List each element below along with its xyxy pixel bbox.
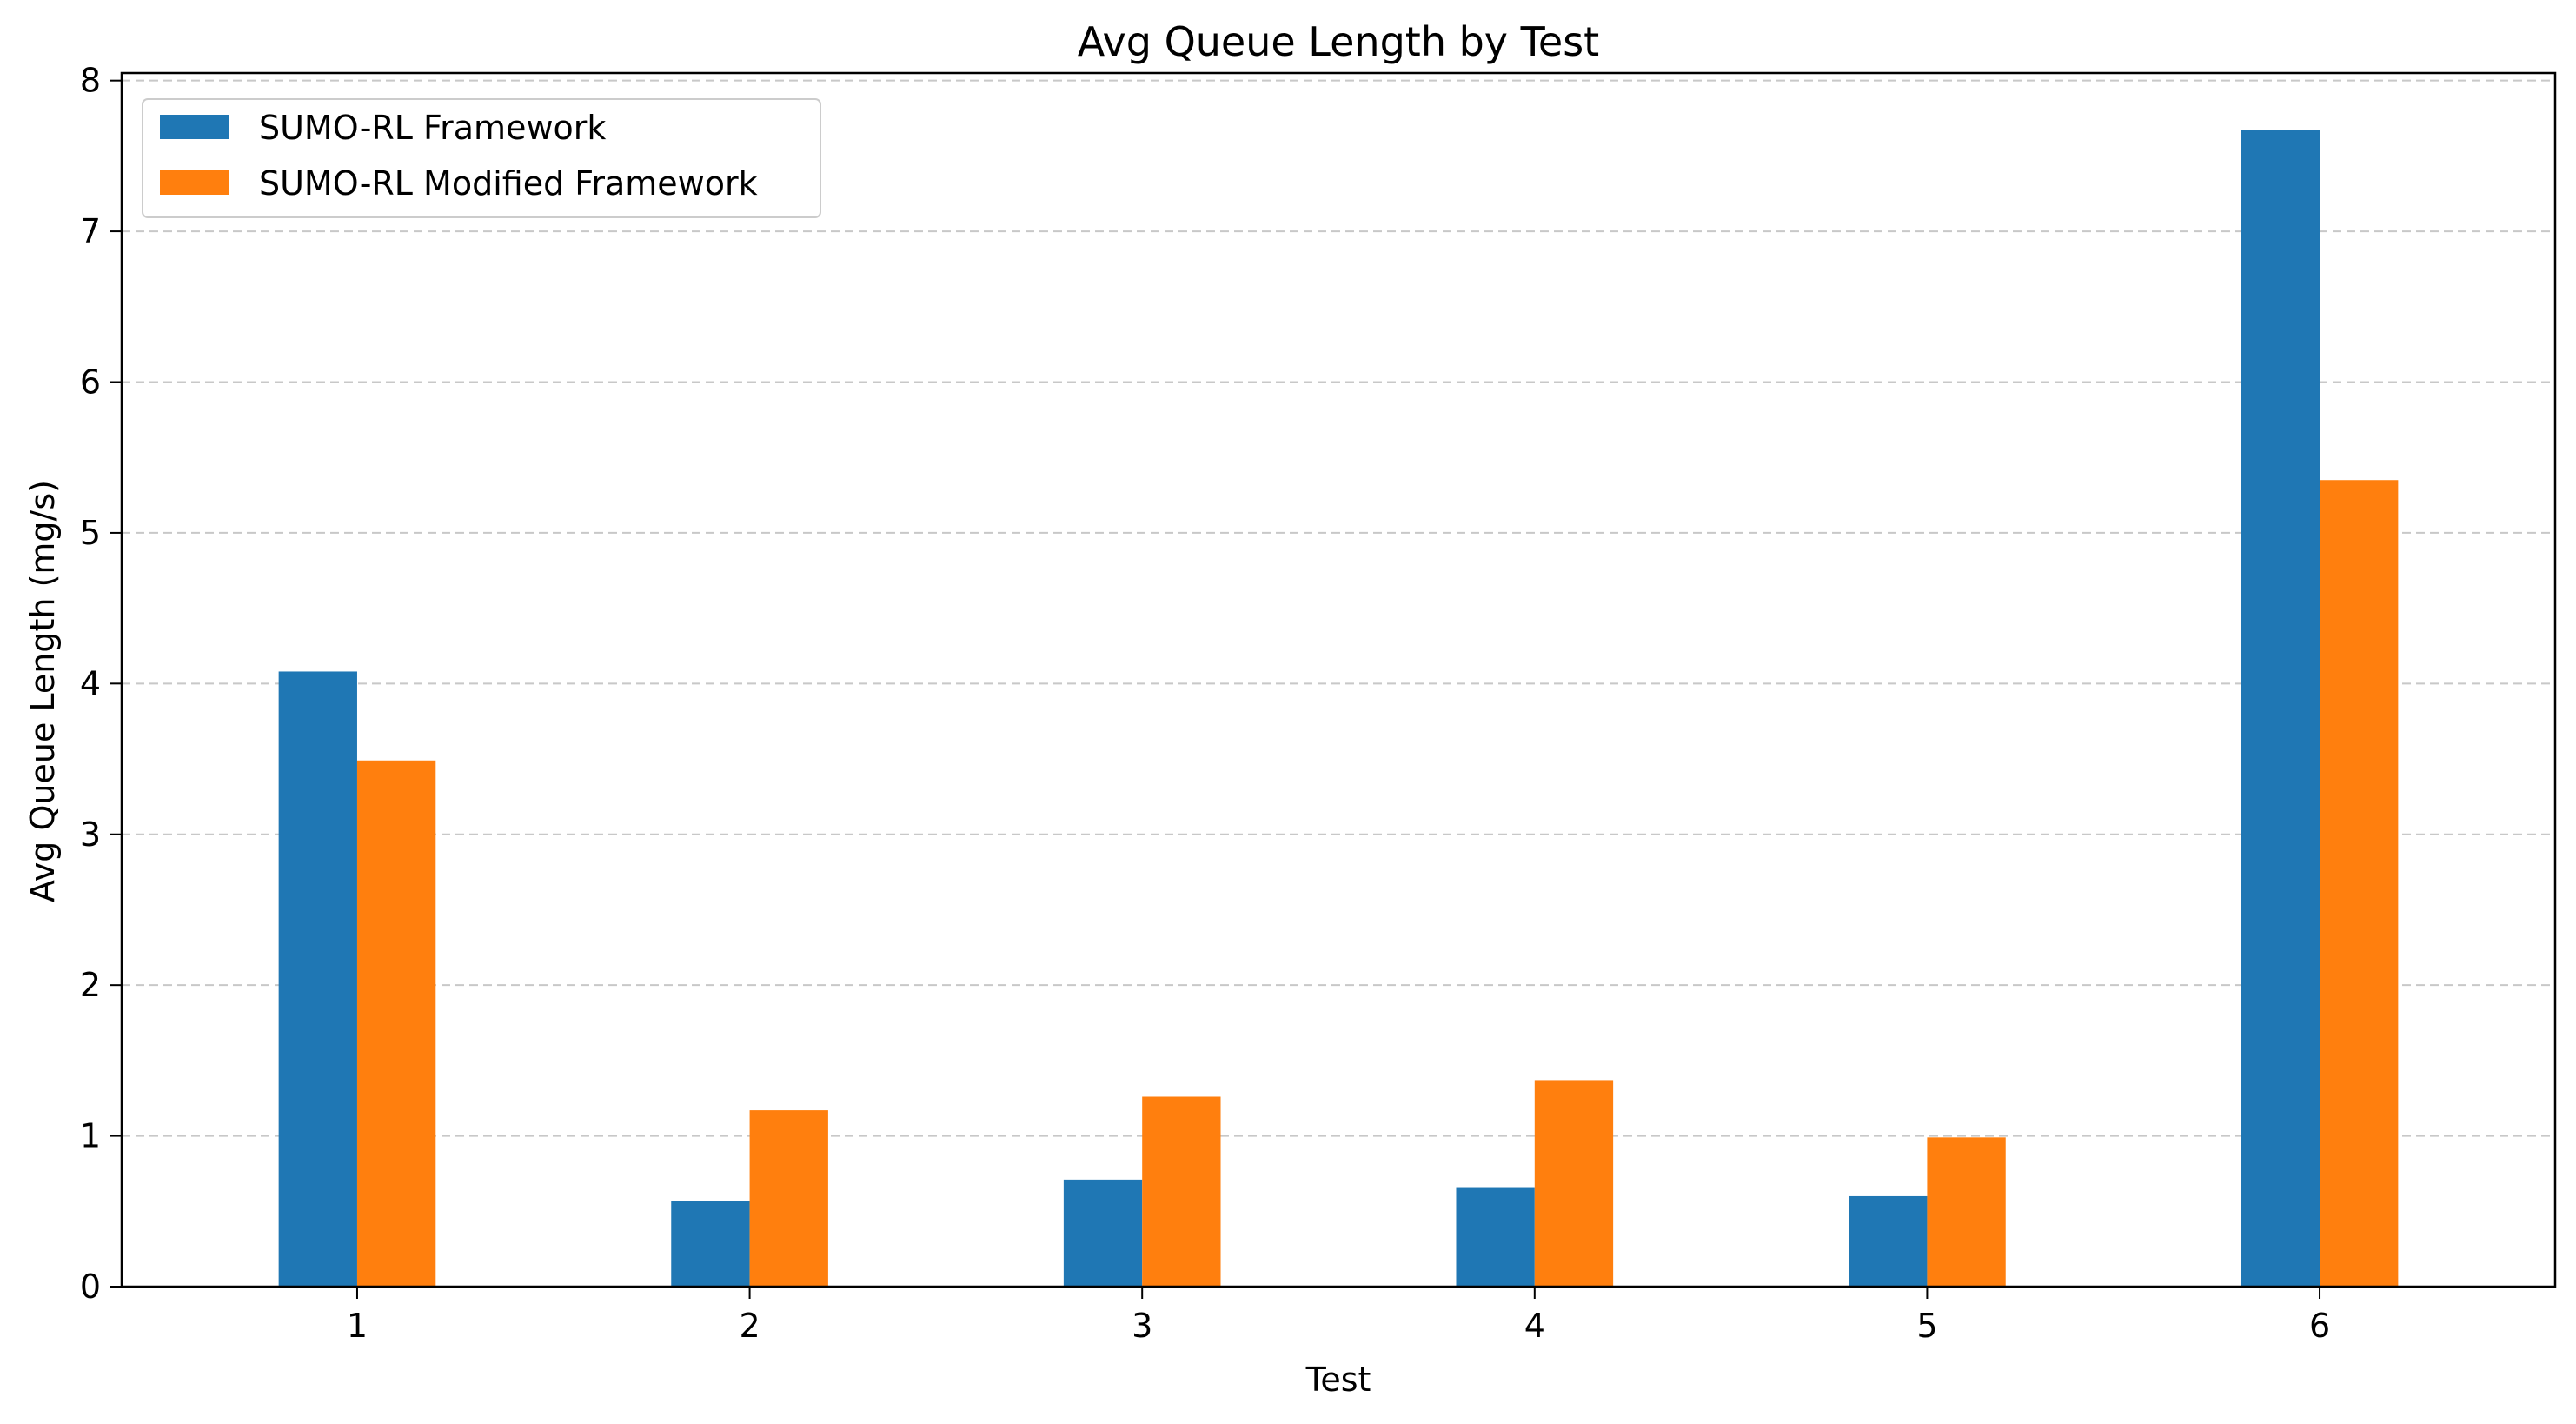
y-tick-label-7: 7 [80,212,101,250]
legend-label-series-2: SUMO-RL Modified Framework [259,164,758,203]
bar-test-4-series-2 [1534,1080,1614,1287]
bar-test-6-series-1 [2241,130,2320,1287]
bar-test-3-series-1 [1063,1179,1143,1287]
y-tick-label-0: 0 [80,1268,101,1306]
bar-test-2-series-1 [671,1201,750,1287]
y-tick-label-1: 1 [80,1117,101,1155]
ticks: 0 1 2 3 4 5 6 7 8 1 2 3 4 5 6 [80,62,2330,1345]
legend-label-series-1: SUMO-RL Framework [259,109,606,147]
y-tick-label-8: 8 [80,62,101,100]
legend-frame [142,98,821,218]
x-tick-label-4: 4 [1524,1307,1545,1345]
x-tick-label-5: 5 [1916,1307,1937,1345]
legend-swatch-series-1 [160,115,229,139]
legend: SUMO-RL Framework SUMO-RL Modified Frame… [142,98,821,218]
x-tick-label-3: 3 [1132,1307,1152,1345]
y-tick-label-2: 2 [80,966,101,1004]
bar-test-2-series-2 [749,1110,828,1287]
bar-test-6-series-2 [2320,480,2399,1287]
x-tick-label-2: 2 [739,1307,760,1345]
y-tick-label-3: 3 [80,815,101,854]
y-axis-label: Avg Queue Length (mg/s) [23,480,62,902]
y-tick-label-5: 5 [80,514,101,552]
bar-test-5-series-1 [1849,1195,1928,1287]
axes [120,71,2557,1288]
x-axis-label: Test [1305,1361,1371,1399]
bar-test-1-series-2 [356,760,436,1287]
plot-area-frame [120,71,2557,1288]
bar-test-3-series-2 [1142,1096,1221,1287]
legend-swatch-series-2 [160,170,229,195]
x-tick-label-1: 1 [347,1307,368,1345]
x-tick-label-6: 6 [2309,1307,2330,1345]
bar-test-5-series-2 [1927,1137,2006,1287]
chart-title: Avg Queue Length by Test [1078,18,1599,65]
bars [278,130,2399,1287]
bar-test-1-series-1 [278,671,357,1287]
y-tick-label-6: 6 [80,363,101,402]
y-tick-label-4: 4 [80,664,101,702]
bar-test-4-series-1 [1456,1187,1535,1287]
